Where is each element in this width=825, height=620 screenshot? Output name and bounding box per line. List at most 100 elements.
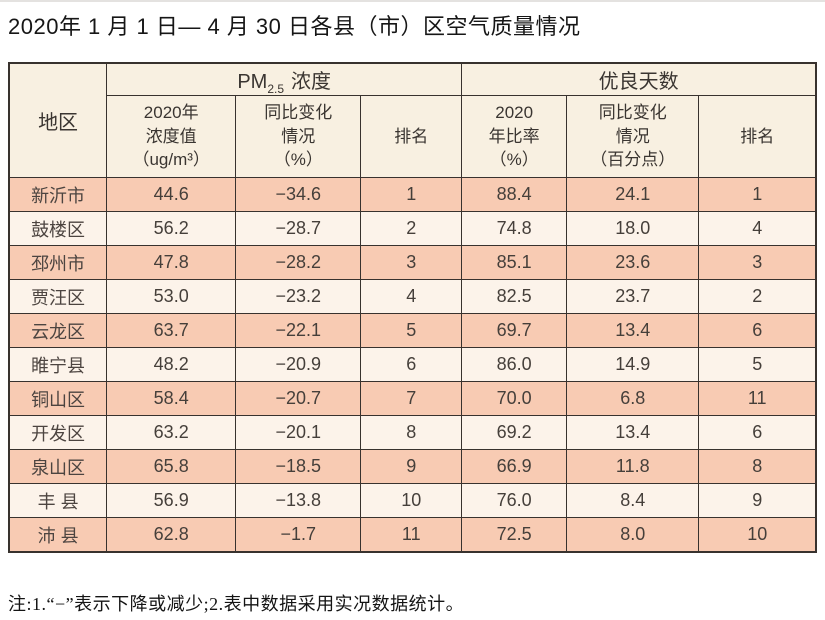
table-row: 铜山区 58.4 −20.7 7 70.0 6.8 11 — [8, 381, 817, 416]
pm-rank-cell: 6 — [360, 347, 463, 382]
col-header-pm-value: 2020年 浓度值 （ug/m³） — [106, 95, 237, 178]
region-cell: 睢宁县 — [8, 347, 108, 382]
pm-change-cell: −34.6 — [235, 177, 362, 212]
pm25-prefix: PM — [237, 71, 268, 93]
pm-value-cell: 62.8 — [106, 517, 237, 553]
header-line: 2020年 — [143, 102, 199, 122]
good-rate-cell: 76.0 — [461, 483, 568, 518]
region-cell: 丰 县 — [8, 483, 108, 518]
pm-change-cell: −18.5 — [235, 449, 362, 484]
pm-rank-cell: 7 — [360, 381, 463, 416]
pm-rank-cell: 1 — [360, 177, 463, 212]
good-rank-cell: 8 — [698, 449, 817, 484]
region-cell: 开发区 — [8, 415, 108, 450]
table-row: 云龙区 63.7 −22.1 5 69.7 13.4 6 — [8, 313, 817, 348]
table-row: 睢宁县 48.2 −20.9 6 86.0 14.9 5 — [8, 347, 817, 382]
good-rate-cell: 85.1 — [461, 245, 568, 280]
pm-rank-cell: 11 — [360, 517, 463, 553]
col-header-pm-change: 同比变化 情况 （%） — [235, 95, 362, 178]
pm-value-cell: 65.8 — [106, 449, 237, 484]
pm-rank-cell: 8 — [360, 415, 463, 450]
pm-rank-cell: 2 — [360, 211, 463, 246]
pm-rank-cell: 4 — [360, 279, 463, 314]
table-row: 沛 县 62.8 −1.7 11 72.5 8.0 10 — [8, 517, 817, 553]
col-header-good-rate: 2020 年比率 （%） — [461, 95, 568, 178]
header-line: 2020 — [495, 102, 534, 122]
good-change-cell: 6.8 — [566, 381, 700, 416]
good-rate-cell: 82.5 — [461, 279, 568, 314]
region-cell: 邳州市 — [8, 245, 108, 280]
good-rank-cell: 3 — [698, 245, 817, 280]
table-row: 开发区 63.2 −20.1 8 69.2 13.4 6 — [8, 415, 817, 450]
air-quality-table: 地区 PM2.5 浓度 优良天数 2020年 浓度值 （ug/m³） 同比变化 情… — [8, 62, 817, 553]
table-row: 邳州市 47.8 −28.2 3 85.1 23.6 3 — [8, 245, 817, 280]
good-rate-cell: 74.8 — [461, 211, 568, 246]
pm-change-cell: −28.2 — [235, 245, 362, 280]
region-cell: 云龙区 — [8, 313, 108, 348]
header-line: 情况 — [615, 126, 650, 146]
good-rate-cell: 88.4 — [461, 177, 568, 212]
table-row: 新沂市 44.6 −34.6 1 88.4 24.1 1 — [8, 177, 817, 212]
header-line: 同比变化 — [264, 102, 333, 122]
page-title: 2020年 1 月 1 日— 4 月 30 日各县（市）区空气质量情况 — [8, 14, 581, 39]
table-row: 泉山区 65.8 −18.5 9 66.9 11.8 8 — [8, 449, 817, 484]
region-cell: 新沂市 — [8, 177, 108, 212]
good-change-cell: 13.4 — [566, 415, 700, 450]
header-line: 情况 — [281, 126, 316, 146]
header-line: （ug/m³） — [132, 150, 210, 170]
region-cell: 铜山区 — [8, 381, 108, 416]
good-change-cell: 8.0 — [566, 517, 700, 553]
good-change-cell: 24.1 — [566, 177, 700, 212]
pm-rank-cell: 10 — [360, 483, 463, 518]
good-rate-cell: 69.2 — [461, 415, 568, 450]
header-sub-row: 2020年 浓度值 （ug/m³） 同比变化 情况 （%） 排名 2020 年比… — [9, 95, 817, 178]
region-cell: 泉山区 — [8, 449, 108, 484]
region-cell: 沛 县 — [8, 517, 108, 553]
good-rank-cell: 6 — [698, 313, 817, 348]
good-rank-cell: 6 — [698, 415, 817, 450]
table-row: 鼓楼区 56.2 −28.7 2 74.8 18.0 4 — [8, 211, 817, 246]
region-cell: 鼓楼区 — [8, 211, 108, 246]
pm-value-cell: 58.4 — [106, 381, 237, 416]
pm-value-cell: 56.9 — [106, 483, 237, 518]
good-change-cell: 14.9 — [566, 347, 700, 382]
good-rate-cell: 70.0 — [461, 381, 568, 416]
good-rank-cell: 9 — [698, 483, 817, 518]
good-rate-cell: 86.0 — [461, 347, 568, 382]
pm-change-cell: −23.2 — [235, 279, 362, 314]
footnote: 注:1.“−”表示下降或减少;2.表中数据采用实况数据统计。 — [8, 594, 465, 614]
pm-change-cell: −20.1 — [235, 415, 362, 450]
pm-change-cell: −28.7 — [235, 211, 362, 246]
good-change-cell: 11.8 — [566, 449, 700, 484]
table-row: 丰 县 56.9 −13.8 10 76.0 8.4 9 — [8, 483, 817, 518]
pm-rank-cell: 5 — [360, 313, 463, 348]
pm-change-cell: −20.7 — [235, 381, 362, 416]
col-header-good-change: 同比变化 情况 （百分点） — [566, 95, 700, 178]
good-rank-cell: 4 — [698, 211, 817, 246]
header-line: 同比变化 — [598, 102, 667, 122]
good-change-cell: 23.7 — [566, 279, 700, 314]
col-group-good-days: 优良天数 — [461, 62, 817, 96]
pm-rank-cell: 9 — [360, 449, 463, 484]
header-line: 浓度值 — [145, 126, 197, 146]
good-rank-cell: 5 — [698, 347, 817, 382]
pm-value-cell: 56.2 — [106, 211, 237, 246]
good-change-cell: 8.4 — [566, 483, 700, 518]
pm-value-cell: 63.2 — [106, 415, 237, 450]
good-change-cell: 23.6 — [566, 245, 700, 280]
good-change-cell: 13.4 — [566, 313, 700, 348]
pm-value-cell: 53.0 — [106, 279, 237, 314]
good-rate-cell: 72.5 — [461, 517, 568, 553]
pm-value-cell: 63.7 — [106, 313, 237, 348]
pm-rank-cell: 3 — [360, 245, 463, 280]
pm-change-cell: −13.8 — [235, 483, 362, 518]
pm-value-cell: 47.8 — [106, 245, 237, 280]
pm-change-cell: −1.7 — [235, 517, 362, 553]
col-header-region: 地区 — [8, 62, 108, 178]
header-group-row: 地区 PM2.5 浓度 优良天数 — [8, 62, 817, 178]
pm-change-cell: −20.9 — [235, 347, 362, 382]
col-header-good-rank: 排名 — [698, 95, 817, 178]
header-line: 年比率 — [488, 126, 540, 146]
col-header-pm-rank: 排名 — [360, 95, 463, 178]
